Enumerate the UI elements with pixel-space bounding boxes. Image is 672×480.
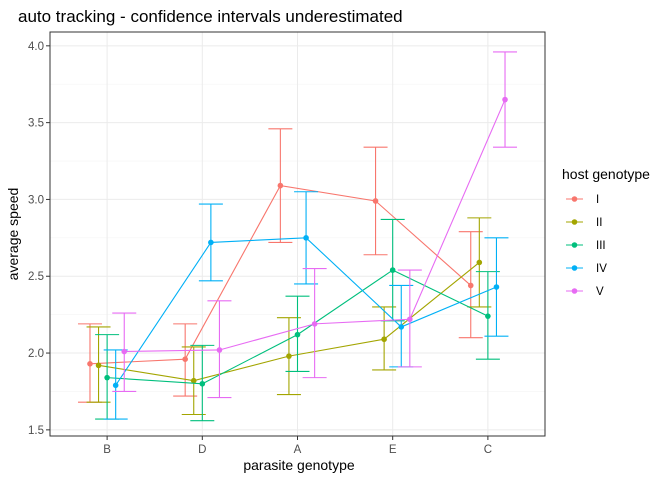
chart-title: auto tracking - confidence intervals und… xyxy=(18,7,403,26)
data-point xyxy=(381,336,387,343)
legend-label: V xyxy=(596,286,604,298)
data-point xyxy=(87,361,93,367)
data-point xyxy=(311,321,318,327)
data-point xyxy=(216,347,223,353)
y-axis-title: average speed xyxy=(5,188,21,281)
data-point xyxy=(493,284,500,290)
data-point xyxy=(199,380,206,387)
y-tick-label: 1.5 xyxy=(28,425,44,437)
data-point xyxy=(112,382,119,389)
data-point xyxy=(467,282,474,289)
legend-item-III: III xyxy=(566,240,606,252)
legend-label: I xyxy=(596,194,599,206)
data-point xyxy=(502,96,508,103)
legend-item-II: II xyxy=(566,217,602,229)
data-point xyxy=(389,267,396,273)
y-tick-label: 2.5 xyxy=(28,271,44,283)
legend-item-I: I xyxy=(566,194,599,206)
data-point xyxy=(372,198,379,204)
legend-label: III xyxy=(596,240,606,252)
x-tick-label: E xyxy=(389,444,397,456)
data-point xyxy=(208,239,214,246)
legend-title: host genotype xyxy=(562,166,650,182)
legend-key-point xyxy=(571,265,578,271)
legend-label: IV xyxy=(596,263,607,275)
y-tick-label: 2.0 xyxy=(28,348,44,360)
data-point xyxy=(303,235,309,241)
data-point xyxy=(407,316,413,323)
y-axis: 1.5 2.0 2.5 3.0 3.5 4.0 xyxy=(28,41,50,437)
data-point xyxy=(294,331,301,338)
data-point xyxy=(104,374,110,381)
data-point xyxy=(190,377,197,384)
x-tick-label: A xyxy=(294,444,302,456)
series-V xyxy=(112,51,518,399)
data-point xyxy=(398,324,405,330)
legend-item-IV: IV xyxy=(566,263,607,275)
y-tick-label: 4.0 xyxy=(28,41,44,53)
data-point xyxy=(121,348,128,355)
data-point xyxy=(277,182,284,189)
x-axis-title: parasite genotype xyxy=(243,457,355,473)
legend-item-V: V xyxy=(566,286,604,298)
data-point xyxy=(182,356,188,362)
data-point xyxy=(485,313,491,319)
y-tick-label: 3.0 xyxy=(28,194,44,206)
legend-key-point xyxy=(571,242,578,248)
legend-key-point xyxy=(571,288,578,294)
series-layer xyxy=(77,51,518,422)
x-tick-label: C xyxy=(484,444,492,456)
plot-panel xyxy=(49,31,546,437)
y-tick-label: 3.5 xyxy=(28,118,44,130)
series-II xyxy=(86,217,492,416)
legend-key-point xyxy=(571,219,578,225)
x-tick-label: B xyxy=(103,444,111,456)
legend-key-point xyxy=(571,196,578,202)
data-point xyxy=(476,259,483,266)
data-point xyxy=(95,362,102,369)
x-tick-label: D xyxy=(198,444,206,456)
legend-label: II xyxy=(596,217,602,229)
data-point xyxy=(286,353,292,359)
